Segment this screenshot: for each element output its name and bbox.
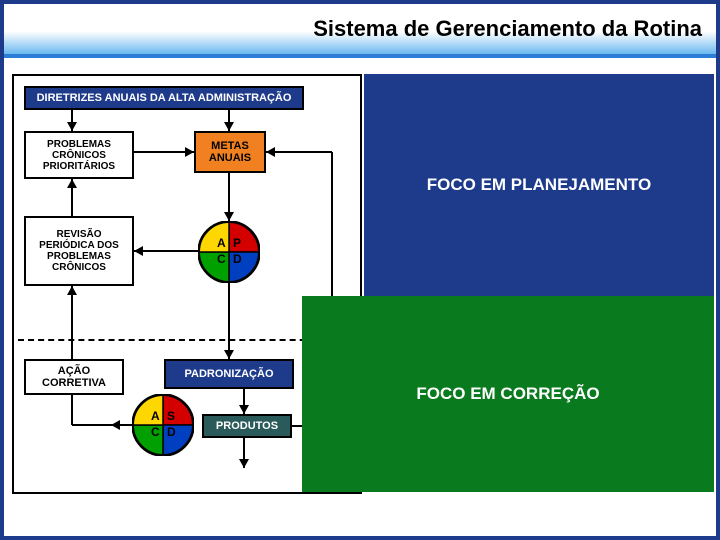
- overlay-planejamento: FOCO EM PLANEJAMENTO: [364, 74, 714, 296]
- arrow-part-18: [71, 395, 73, 425]
- page-title: Sistema de Gerenciamento da Rotina: [313, 16, 702, 42]
- pdca-wheel-1-letter-bl: C: [217, 252, 226, 266]
- arrow-part-19: [72, 424, 111, 426]
- overlay-correcao: FOCO EM CORREÇÃO: [302, 296, 714, 492]
- arrow-part-11: [67, 179, 77, 188]
- pdca-wheel-1-letter-tr: P: [233, 236, 241, 250]
- arrow-part-8: [134, 250, 198, 252]
- arrow-part-13: [224, 350, 234, 359]
- slide: Sistema de Gerenciamento da Rotina DIRET…: [4, 4, 716, 536]
- arrow-part-17: [111, 420, 120, 430]
- box-metas_anuais: METAS ANUAIS: [194, 131, 266, 173]
- box-revisao_periodica: REVISÃO PERIÓDICA DOS PROBLEMAS CRÔNICOS: [24, 216, 134, 286]
- box-produtos: PRODUTOS: [202, 414, 292, 438]
- arrow-part-1: [67, 122, 77, 131]
- arrow-part-14: [71, 286, 73, 359]
- arrow-part-26: [266, 147, 275, 157]
- arrow-part-15: [67, 286, 77, 295]
- arrow-part-23: [239, 459, 249, 468]
- box-problemas_cronicos: PROBLEMAS CRÔNICOS PRIORITÁRIOS: [24, 131, 134, 179]
- pdca-wheel-2: ASCD: [132, 394, 194, 456]
- box-acao_corretiva: AÇÃO CORRETIVA: [24, 359, 124, 395]
- pdca-wheel-2-letter-tr: S: [167, 409, 175, 423]
- overlay-planejamento-label: FOCO EM PLANEJAMENTO: [427, 175, 651, 195]
- title-bar: Sistema de Gerenciamento da Rotina: [4, 4, 716, 54]
- arrow-part-21: [239, 405, 249, 414]
- overlay-correcao-label: FOCO EM CORREÇÃO: [416, 384, 599, 404]
- arrow-part-25: [266, 151, 332, 153]
- arrow-part-5: [185, 147, 194, 157]
- pdca-wheel-1-letter-br: D: [233, 252, 242, 266]
- pdca-wheel-2-letter-bl: C: [151, 425, 160, 439]
- arrow-part-3: [224, 122, 234, 131]
- pdca-wheel-2-letter-br: D: [167, 425, 176, 439]
- pdca-wheel-2-letter-tl: A: [151, 409, 160, 423]
- pdca-wheel-1-letter-tl: A: [217, 236, 226, 250]
- box-padronizacao: PADRONIZAÇÃO: [164, 359, 294, 389]
- box-diretrizes: DIRETRIZES ANUAIS DA ALTA ADMINISTRAÇÃO: [24, 86, 304, 110]
- pdca-wheel-1: APCD: [198, 221, 260, 283]
- arrow-part-7: [224, 212, 234, 221]
- title-underline: [4, 54, 716, 58]
- arrow-part-12: [228, 283, 230, 359]
- arrow-part-9: [134, 246, 143, 256]
